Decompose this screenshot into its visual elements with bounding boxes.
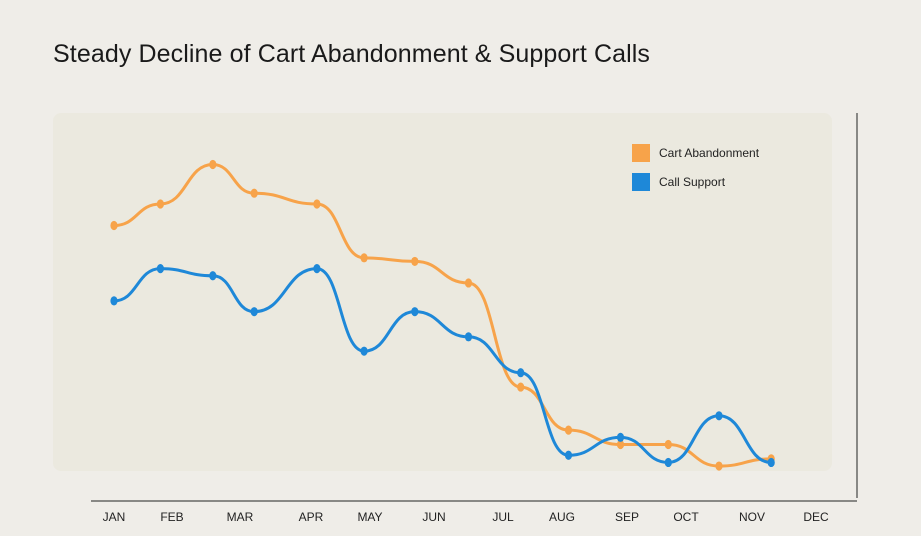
x-tick-label-oct: OCT bbox=[673, 510, 699, 524]
cart-abandonment-point-5[interactable] bbox=[360, 253, 368, 263]
call-support-point-1[interactable] bbox=[156, 264, 164, 274]
legend: Cart Abandonment Call Support bbox=[632, 144, 760, 191]
x-tick-label-apr: APR bbox=[299, 510, 324, 524]
cart-abandonment-point-7[interactable] bbox=[464, 278, 473, 288]
cart-abandonment-point-2[interactable] bbox=[209, 159, 217, 170]
plot-area bbox=[53, 113, 832, 471]
x-tick-label-feb: FEB bbox=[160, 510, 183, 524]
cart-abandonment-point-0[interactable] bbox=[110, 220, 118, 231]
call-support-point-13[interactable] bbox=[767, 457, 775, 468]
x-tick-label-nov: NOV bbox=[739, 510, 765, 524]
cart-abandonment-point-8[interactable] bbox=[517, 382, 525, 392]
legend-label-call-support: Call Support bbox=[659, 175, 726, 189]
call-support-point-11[interactable] bbox=[664, 457, 672, 468]
call-support-line bbox=[112, 267, 773, 464]
call-support-point-7[interactable] bbox=[464, 332, 473, 342]
cart-abandonment-point-10[interactable] bbox=[616, 439, 625, 450]
x-tick-label-dec: DEC bbox=[803, 510, 829, 524]
call-support-point-8[interactable] bbox=[517, 368, 525, 378]
call-support-point-9[interactable] bbox=[564, 450, 573, 460]
cart-abandonment-line bbox=[112, 162, 773, 468]
x-tick-label-jun: JUN bbox=[422, 510, 445, 524]
call-support-point-5[interactable] bbox=[360, 346, 368, 356]
cart-abandonment-point-4[interactable] bbox=[313, 199, 321, 209]
call-support-point-3[interactable] bbox=[250, 307, 258, 317]
call-support-point-10[interactable] bbox=[616, 432, 625, 442]
x-tick-label-mar: MAR bbox=[227, 510, 254, 524]
x-tick-label-jul: JUL bbox=[492, 510, 514, 524]
x-tick-label-sep: SEP bbox=[615, 510, 639, 524]
x-tick-label-aug: AUG bbox=[549, 510, 575, 524]
legend-swatch-cart-abandonment bbox=[632, 144, 650, 162]
cart-abandonment-point-11[interactable] bbox=[664, 439, 672, 450]
call-support-point-0[interactable] bbox=[110, 296, 118, 306]
call-support-point-2[interactable] bbox=[209, 271, 217, 281]
cart-abandonment-point-12[interactable] bbox=[715, 461, 723, 471]
call-support-point-12[interactable] bbox=[715, 411, 723, 421]
legend-label-cart-abandonment: Cart Abandonment bbox=[659, 146, 760, 160]
cart-abandonment-point-3[interactable] bbox=[250, 188, 258, 198]
chart-title: Steady Decline of Cart Abandonment & Sup… bbox=[53, 40, 651, 68]
x-tick-label-may: MAY bbox=[357, 510, 382, 524]
x-tick-label-jan: JAN bbox=[103, 510, 126, 524]
call-support-point-6[interactable] bbox=[411, 307, 419, 317]
call-support-point-4[interactable] bbox=[313, 264, 321, 274]
cart-abandonment-point-9[interactable] bbox=[564, 425, 573, 435]
legend-swatch-call-support bbox=[632, 173, 650, 191]
cart-abandonment-point-6[interactable] bbox=[411, 256, 419, 267]
cart-abandonment-point-1[interactable] bbox=[156, 199, 164, 209]
